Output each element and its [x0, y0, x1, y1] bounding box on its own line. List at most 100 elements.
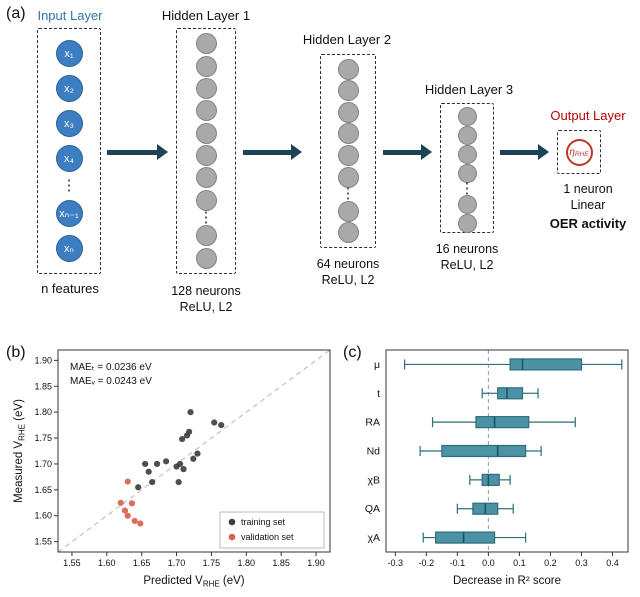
hidden-layer-3-caption: 16 neurons ReLU, L2: [435, 242, 499, 272]
output-layer-box: η RHE: [557, 130, 601, 174]
neuron-node: x₁: [55, 40, 83, 67]
plot-frame: [57, 349, 331, 553]
svg-text:1.55: 1.55: [63, 558, 81, 568]
scatter-point: [145, 468, 152, 475]
scatter-point: [153, 460, 161, 468]
neuron-node: x₃: [55, 110, 83, 137]
svg-text:0.2: 0.2: [544, 558, 557, 568]
hidden-layer-1-title: Hidden Layer 1: [161, 8, 251, 23]
neuron-node: [457, 107, 477, 126]
box: [509, 358, 583, 371]
scatter-point: [137, 520, 144, 527]
svg-text:1.65: 1.65: [133, 558, 151, 568]
svg-text:1.80: 1.80: [238, 558, 256, 568]
svg-text:training set: training set: [241, 517, 286, 527]
neuron-node: [195, 144, 217, 166]
neuron-node: [195, 167, 217, 189]
scatter-point: [124, 478, 131, 485]
ellipsis-dots: ⋮: [340, 185, 356, 203]
svg-text:0.3: 0.3: [575, 558, 588, 568]
neuron-node: xₙ: [55, 235, 83, 262]
neuron-node: [195, 33, 217, 55]
neuron-node: [457, 195, 477, 214]
neuron-node: [337, 144, 359, 166]
panel-a-label: (a): [6, 5, 26, 22]
output-layer-title: Output Layer: [550, 108, 626, 123]
svg-text:MAEᵥ = 0.0243 eV: MAEᵥ = 0.0243 eV: [70, 376, 152, 387]
hidden-layer-1-caption: 128 neurons ReLU, L2: [171, 284, 241, 314]
scatter-point: [149, 478, 156, 486]
svg-text:1.85: 1.85: [34, 381, 52, 391]
scatter-point: [187, 409, 194, 416]
svg-text:t: t: [377, 388, 380, 400]
box: [497, 387, 524, 400]
box: [481, 473, 500, 486]
neuron-node: [195, 77, 217, 99]
hidden-layer-1-box: ⋮: [176, 28, 236, 274]
svg-text:RA: RA: [365, 417, 380, 429]
svg-text:1.75: 1.75: [34, 433, 52, 443]
neuron-node: [337, 101, 359, 123]
svg-text:χB: χB: [367, 474, 380, 486]
hidden-layer-3-box: ⋮: [440, 103, 494, 233]
scatter-point: [186, 428, 193, 435]
neuron-node: [337, 80, 359, 102]
scatter-point: [176, 460, 184, 468]
svg-text:validation set: validation set: [241, 532, 294, 542]
box-plot-feature-importance: μ t RA Nd χB QA χA -0.3 -0.2 -0.1 0.0 0.1 0.2 0.3 0.4 D…: [365, 349, 629, 587]
scatter-point: [194, 450, 201, 457]
neuron-node: [457, 164, 477, 183]
svg-text:1.75: 1.75: [203, 558, 221, 568]
svg-text:1.65: 1.65: [34, 485, 52, 495]
input-layer-title: Input Layer: [37, 8, 103, 23]
svg-text:Predicted VRHE (eV): Predicted VRHE (eV): [143, 575, 244, 589]
ellipsis-dots: ⋮: [459, 180, 475, 197]
scatter-point: [117, 499, 124, 506]
svg-text:-0.2: -0.2: [419, 558, 435, 568]
ellipsis-dots: ⋮: [198, 208, 214, 226]
svg-text:1.90: 1.90: [34, 355, 52, 365]
scatter-point: [135, 484, 142, 491]
scatter-point: [175, 478, 182, 486]
neuron-node: [337, 222, 359, 244]
svg-text:1.55: 1.55: [34, 537, 52, 547]
legend-marker: [228, 533, 236, 541]
scatter-point: [131, 517, 138, 525]
neuron-node: [337, 58, 359, 80]
svg-text:Decrease in R² score: Decrease in R² score: [453, 575, 561, 587]
svg-text:1.60: 1.60: [34, 511, 52, 521]
neuron-node: [195, 189, 217, 211]
ellipsis-dots: ⋮: [61, 177, 77, 194]
identity-line: [57, 349, 331, 553]
neuron-node: [457, 126, 477, 145]
svg-text:χA: χA: [367, 532, 380, 544]
svg-text:0.4: 0.4: [606, 558, 619, 568]
svg-text:1.70: 1.70: [34, 459, 52, 469]
svg-text:1.80: 1.80: [34, 407, 52, 417]
svg-text:Nd: Nd: [367, 446, 381, 458]
scatter-point: [190, 455, 197, 462]
scatter-point: [180, 466, 187, 473]
svg-text:-0.1: -0.1: [450, 558, 466, 568]
svg-text:0.1: 0.1: [513, 558, 526, 568]
input-layer-box: x₁ x₂ x₃ x₄ ⋮ xₙ₋₁ xₙ: [37, 28, 101, 274]
output-neuron-node: η RHE: [565, 138, 593, 166]
hidden-layer-2-box: ⋮: [320, 54, 376, 248]
svg-text:1.60: 1.60: [98, 558, 116, 568]
hidden-layer-3-title: Hidden Layer 3: [424, 82, 514, 97]
hidden-layer-2-title: Hidden Layer 2: [302, 32, 392, 47]
svg-text:μ: μ: [374, 359, 380, 371]
neuron-node: [337, 166, 359, 188]
scatter-point: [211, 419, 218, 426]
neuron-node: [195, 100, 217, 122]
svg-text:-0.3: -0.3: [388, 558, 404, 568]
scatter-point: [142, 460, 149, 468]
plot-frame: [385, 349, 629, 553]
svg-text:1.85: 1.85: [272, 558, 290, 568]
svg-text:0.0: 0.0: [482, 558, 495, 568]
neuron-node: [457, 145, 477, 164]
scatter-point: [179, 435, 186, 443]
scatter-point: [163, 458, 170, 465]
legend-marker: [228, 518, 236, 526]
